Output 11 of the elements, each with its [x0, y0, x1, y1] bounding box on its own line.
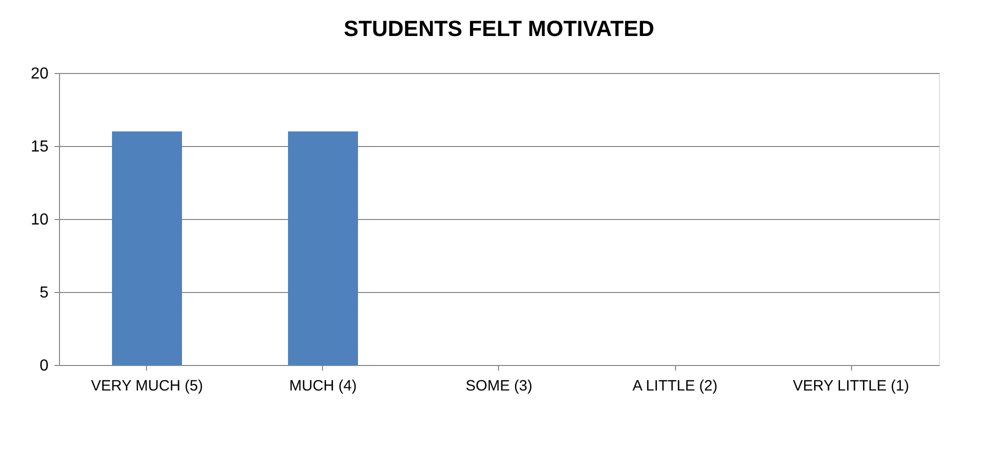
- x-tick-label: SOME (3): [466, 378, 532, 394]
- y-tick-label: 10: [30, 212, 49, 228]
- x-tick-label: VERY LITTLE (1): [792, 378, 910, 394]
- x-tick-label: A LITTLE (2): [632, 378, 718, 394]
- x-tick-label: MUCH (4): [289, 378, 357, 394]
- y-tick-label: 0: [40, 358, 49, 374]
- y-tick-label: 5: [40, 284, 49, 302]
- chart-title: STUDENTS FELT MOTIVATED: [344, 16, 654, 41]
- y-tick-label: 15: [30, 138, 49, 156]
- x-tick-label: VERY MUCH (5): [91, 378, 203, 394]
- y-tick-label: 20: [30, 66, 49, 82]
